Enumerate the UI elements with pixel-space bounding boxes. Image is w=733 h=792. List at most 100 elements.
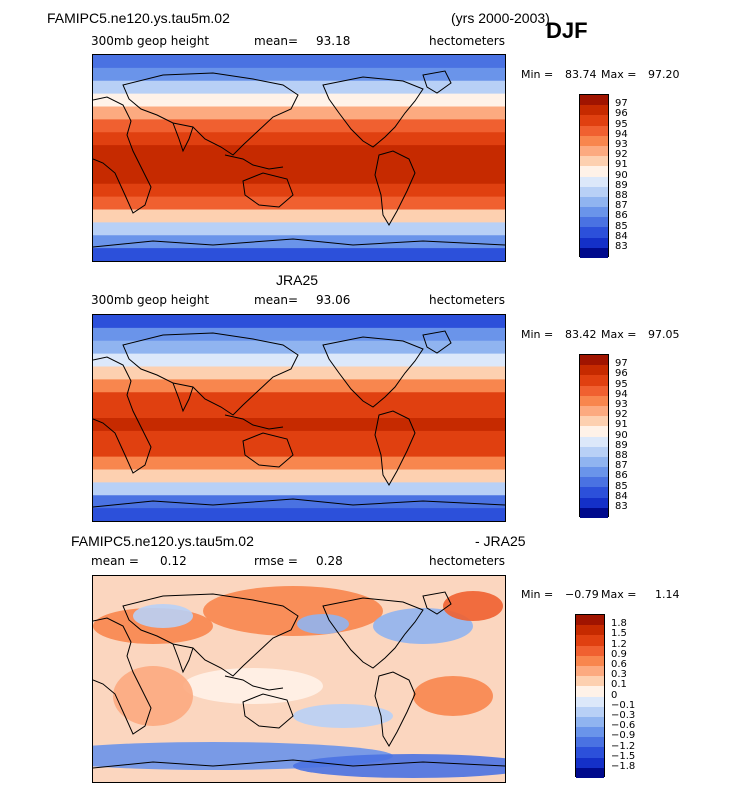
colorbar-label: −1.5 [611,750,636,762]
colorbar-cell [580,207,608,218]
panel3-title-right: - JRA25 [475,533,526,549]
colorbar-box [575,614,605,778]
coastline [242,693,294,729]
coastline [242,432,294,468]
panel3-max-value: 1.14 [655,588,680,601]
colorbar-cell [580,405,608,417]
coastline [172,382,194,413]
coastline [224,675,284,691]
contour-band [93,196,505,210]
coastline [322,76,424,148]
colorbar-box [579,354,609,518]
panel1-mean-value: 93.18 [316,34,351,48]
colorbar-cell [576,655,604,666]
coastline [242,172,294,208]
colorbar-cell [576,665,604,677]
season-label: DJF [546,18,588,43]
colorbar-cell [580,395,608,406]
panel3-mean-label: mean = [91,554,139,568]
panel2-mean-label: mean= [254,293,299,307]
colorbar-cell [580,247,608,258]
colorbar-label: 87 [615,200,628,212]
panel2-field-label: 300mb geop height [91,293,210,307]
contour-band [93,430,505,445]
coastline [93,96,152,214]
panel3-units: hectometers [429,554,505,568]
contour-band [93,235,505,249]
coastline [93,759,505,769]
colorbar-label: 0.1 [611,679,627,691]
difference-blob [297,614,349,634]
contour-band [93,315,505,329]
colorbar-label: 91 [615,419,628,431]
contour-band [93,145,505,159]
contour-band [93,456,505,470]
run-title: FAMIPC5.ne120.ys.tau5m.02 [47,10,230,26]
panel2-max-value: 97.05 [648,328,680,341]
colorbar-label: 88 [615,190,628,201]
coastline [93,238,505,248]
difference-blob [443,591,503,621]
colorbar-cell [580,217,608,228]
panel1-units: hectometers [429,34,505,48]
contour-band [93,482,505,496]
colorbar-cell [576,737,604,748]
colorbar-label: 86 [615,470,628,482]
colorbar-cell [580,145,608,157]
colorbar-label: 0.6 [611,659,627,670]
panel2-max-label: Max = [601,328,637,341]
panel3-max-label: Max = [601,588,637,601]
colorbar-label: −1.2 [611,740,636,752]
coastline [122,593,299,677]
contour-band [93,469,505,483]
panel3-colorbar: 1.8 1.5 1.2 0.9 0.6 0.3 0.1 0 −0.1 −0.3 −0.6 −0.9 −1… [575,614,655,778]
colorbar-label: 86 [615,210,628,222]
panel2-map-svg [93,315,505,521]
colorbar-cell [580,436,608,447]
coastline [322,597,424,669]
contour-band [93,340,505,355]
colorbar-label: −0.6 [611,720,636,732]
difference-blob [413,676,493,716]
colorbar-label: 89 [615,439,628,451]
colorbar-label: 97 [615,358,628,370]
colorbar-label: 94 [615,128,628,140]
colorbar-cell [576,716,604,728]
contour-band [93,93,505,107]
colorbar-label: 83 [615,501,628,512]
colorbar-label: 88 [615,450,628,461]
colorbar-label: 92 [615,149,628,161]
colorbar-cell [576,615,604,626]
panel1-mean-label: mean= [254,34,299,48]
colorbar-cell [576,676,604,687]
coastline [122,72,299,156]
colorbar-cell [576,727,604,738]
colorbar-label: 87 [615,460,628,472]
colorbar-cell [580,416,608,427]
contour-band [93,67,505,82]
colorbar-cell [576,747,604,758]
colorbar-label: 94 [615,388,628,400]
colorbar-cell [580,446,608,457]
colorbar-label: 0 [611,689,618,701]
panel1-max-label: Max = [601,68,637,81]
panel3-min-label: Min = [521,588,554,601]
colorbar-box [579,94,609,258]
colorbar-cell [576,686,604,697]
coastline [224,154,284,170]
colorbar-cell [576,767,604,778]
panel2-min-label: Min = [521,328,554,341]
panel2-map [92,314,506,522]
colorbar-label: 1.2 [611,638,627,650]
coastline [93,617,152,735]
contour-band [93,366,505,380]
colorbar-label: 91 [615,159,628,171]
colorbar-label: −0.1 [611,699,636,711]
colorbar-label: 95 [615,118,628,130]
contour-band [93,353,505,367]
contour-band [93,418,505,432]
colorbar-cell [580,507,608,518]
coastline [93,498,505,508]
colorbar-cell [576,635,604,646]
colorbar-cell [580,426,608,437]
